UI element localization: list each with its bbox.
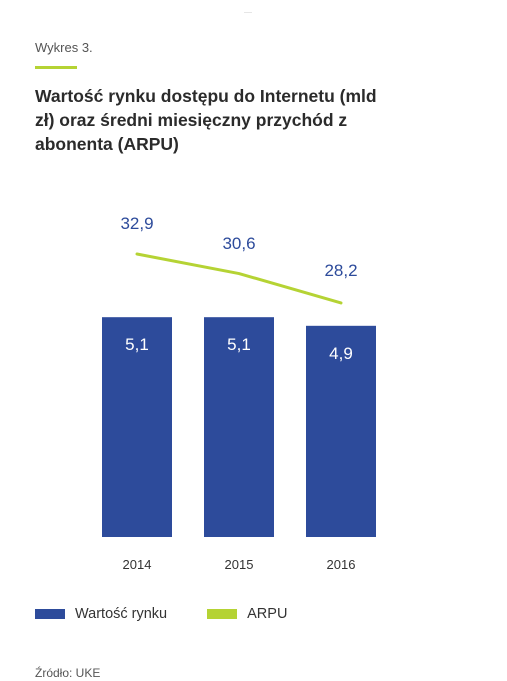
arpu-value-label: 28,2 bbox=[324, 261, 357, 280]
arpu-value-label: 32,9 bbox=[120, 214, 153, 233]
chart-area: 5,1 5,1 4,9 2014 2015 2016 32,9 30,6 28,2 bbox=[102, 214, 376, 572]
legend-label-market-value: Wartość rynku bbox=[75, 606, 168, 622]
top-divider bbox=[244, 12, 252, 13]
legend-item-arpu: ARPU bbox=[207, 606, 287, 622]
legend-label-arpu: ARPU bbox=[247, 606, 288, 622]
figure-label: Wykres 3. bbox=[35, 40, 93, 55]
legend-swatch-bar bbox=[35, 609, 65, 619]
bar bbox=[306, 325, 376, 537]
bar bbox=[102, 317, 172, 537]
arpu-value-label: 30,6 bbox=[222, 234, 255, 253]
bar-value-label: 4,9 bbox=[329, 344, 353, 363]
x-tick-label: 2014 bbox=[123, 557, 152, 572]
legend-item-market-value: Wartość rynku bbox=[35, 606, 167, 622]
chart-title: Wartość rynku dostępu do Internetu (mld … bbox=[35, 86, 377, 154]
bar bbox=[204, 317, 274, 537]
legend-swatch-line bbox=[207, 609, 238, 619]
x-tick-label: 2016 bbox=[327, 557, 356, 572]
source-note: Źródło: UKE bbox=[35, 666, 101, 680]
x-tick-label: 2015 bbox=[225, 557, 254, 572]
bar-value-label: 5,1 bbox=[125, 335, 149, 354]
bar-value-label: 5,1 bbox=[227, 335, 251, 354]
accent-line bbox=[35, 66, 77, 69]
arpu-line bbox=[135, 252, 343, 305]
legend: Wartość rynku ARPU bbox=[35, 606, 287, 622]
